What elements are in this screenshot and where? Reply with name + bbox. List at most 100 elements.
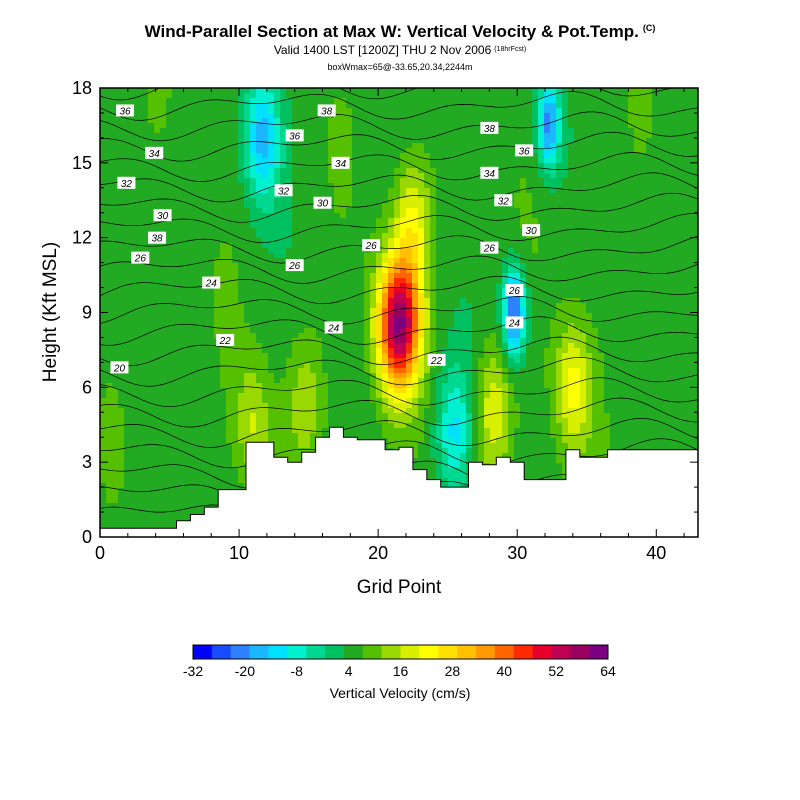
field-cell [424, 278, 431, 284]
field-cell [490, 183, 497, 189]
field-cell [568, 98, 575, 104]
field-cell [604, 88, 611, 94]
field-cell [130, 238, 137, 244]
field-cell [250, 168, 257, 174]
field-cell [460, 138, 467, 144]
field-cell [352, 323, 359, 329]
field-cell [292, 208, 299, 214]
field-cell [106, 118, 113, 124]
field-cell [328, 308, 335, 314]
field-cell [634, 243, 641, 249]
field-cell [466, 203, 473, 209]
field-cell [532, 313, 539, 319]
field-cell [262, 128, 269, 134]
field-cell [682, 213, 689, 219]
field-cell [400, 263, 407, 269]
field-cell [268, 293, 275, 299]
field-cell [292, 193, 299, 199]
field-cell [520, 118, 527, 124]
field-cell [472, 213, 479, 219]
field-cell [334, 213, 341, 219]
field-cell [610, 223, 617, 229]
field-cell [454, 228, 461, 234]
field-cell [118, 228, 125, 234]
field-cell [130, 263, 137, 269]
field-cell [478, 323, 485, 329]
field-cell [340, 103, 347, 109]
field-cell [430, 133, 437, 139]
field-cell [598, 138, 605, 144]
field-cell [406, 268, 413, 274]
field-cell [580, 98, 587, 104]
field-cell [298, 223, 305, 229]
field-cell [682, 248, 689, 254]
field-cell [334, 258, 341, 264]
field-cell [604, 148, 611, 154]
field-cell [634, 268, 641, 274]
field-cell [256, 233, 263, 239]
field-cell [514, 168, 521, 174]
field-cell [406, 173, 413, 179]
field-cell [358, 258, 365, 264]
field-cell [532, 278, 539, 284]
field-cell [280, 258, 287, 264]
field-cell [682, 188, 689, 194]
field-cell [100, 128, 107, 134]
field-cell [676, 273, 683, 279]
field-cell [370, 278, 377, 284]
field-cell [322, 298, 329, 304]
field-cell [532, 238, 539, 244]
field-cell [628, 318, 635, 324]
field-cell [580, 168, 587, 174]
field-cell [574, 113, 581, 119]
field-cell [694, 243, 698, 249]
field-cell [190, 88, 197, 94]
field-cell [610, 333, 617, 339]
field-cell [190, 273, 197, 279]
field-cell [526, 138, 533, 144]
field-cell [172, 123, 179, 129]
field-cell [178, 243, 185, 249]
field-cell [208, 143, 215, 149]
field-cell [556, 228, 563, 234]
field-cell [370, 263, 377, 269]
field-cell [448, 303, 455, 309]
field-cell [514, 118, 521, 124]
field-cell [604, 248, 611, 254]
field-cell [658, 173, 665, 179]
field-cell [616, 98, 623, 104]
field-cell [124, 293, 131, 299]
field-cell [652, 313, 659, 319]
field-cell [238, 333, 245, 339]
field-cell [220, 268, 227, 274]
field-cell [172, 213, 179, 219]
field-cell [454, 108, 461, 114]
field-cell [556, 308, 563, 314]
field-cell [280, 118, 287, 124]
field-cell [436, 263, 443, 269]
field-cell [598, 243, 605, 249]
field-cell [352, 143, 359, 149]
field-cell [100, 223, 107, 229]
field-cell [424, 333, 431, 339]
field-cell [250, 273, 257, 279]
field-cell [592, 168, 599, 174]
field-cell [316, 268, 323, 274]
field-cell [238, 268, 245, 274]
field-cell [616, 233, 623, 239]
field-cell [610, 108, 617, 114]
field-cell [256, 333, 263, 339]
field-cell [520, 128, 527, 134]
valid-time-text: Valid 1400 LST [1200Z] THU 2 Nov 2006 [273, 43, 492, 57]
field-cell [298, 188, 305, 194]
field-cell [292, 273, 299, 279]
field-cell [544, 118, 551, 124]
field-cell [364, 158, 371, 164]
field-cell [370, 298, 377, 304]
field-cell [382, 138, 389, 144]
field-cell [568, 113, 575, 119]
field-cell [142, 188, 149, 194]
field-cell [694, 208, 698, 214]
field-cell [634, 128, 641, 134]
field-cell [460, 248, 467, 254]
